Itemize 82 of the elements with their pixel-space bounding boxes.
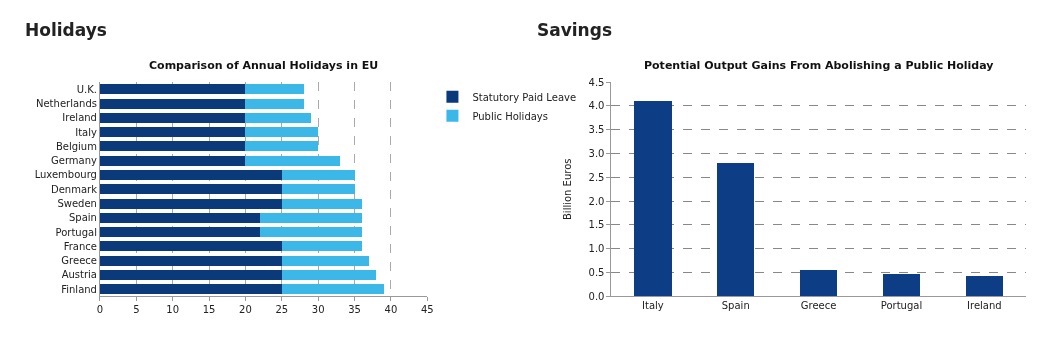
x-tick-label: Greece xyxy=(800,300,837,312)
y-tick-label: Netherlands xyxy=(35,98,97,110)
bar xyxy=(260,227,362,238)
x-tick-label: 45 xyxy=(420,304,434,316)
x-tick-label: Portugal xyxy=(880,300,923,312)
chart-title: Savings xyxy=(537,20,613,40)
bar xyxy=(245,155,341,166)
x-tick-label: Italy xyxy=(642,300,664,312)
y-tick-label: 1.5 xyxy=(588,219,605,231)
bar xyxy=(281,184,355,195)
x-tick-label: Ireland xyxy=(967,300,1002,312)
x-tick-label: 25 xyxy=(275,304,289,316)
y-tick-label: Denmark xyxy=(50,183,98,195)
chart-subtitle: Comparison of Annual Holidays in EU xyxy=(149,59,379,72)
x-tick-label: 15 xyxy=(202,304,216,316)
y-tick-label: Belgium xyxy=(55,140,97,152)
x-tick-label: 10 xyxy=(166,304,180,316)
x-tick-label: 30 xyxy=(311,304,325,316)
y-axis-title: Billion Euros xyxy=(561,158,573,220)
y-tick-label: France xyxy=(63,240,97,252)
y-tick-label: 3.5 xyxy=(588,124,605,136)
bar xyxy=(245,98,304,109)
bar xyxy=(281,241,362,252)
y-tick-label: Luxembourg xyxy=(34,169,97,181)
bar xyxy=(717,163,755,297)
y-tick-label: Germany xyxy=(50,155,98,167)
y-tick-label: Finland xyxy=(61,283,97,295)
bar xyxy=(882,274,921,297)
bar xyxy=(799,269,838,297)
bar xyxy=(99,98,246,109)
bar xyxy=(99,227,260,238)
bar xyxy=(99,255,282,266)
x-tick-label: 5 xyxy=(133,304,140,316)
y-tick-label: 3.0 xyxy=(588,148,605,160)
bar xyxy=(634,101,672,297)
bar xyxy=(281,198,362,209)
bar xyxy=(99,184,282,195)
bar xyxy=(99,112,246,123)
y-tick-label: 4.5 xyxy=(588,76,605,88)
y-tick-label: Spain xyxy=(69,212,97,224)
y-tick-label: Austria xyxy=(61,269,97,281)
bar xyxy=(245,84,304,95)
bar xyxy=(99,198,282,209)
bar xyxy=(99,284,282,295)
y-tick-label: Greece xyxy=(61,255,97,267)
x-tick-label: 20 xyxy=(239,304,252,316)
bar xyxy=(245,112,311,123)
y-tick-label: 2.0 xyxy=(588,195,605,207)
bar xyxy=(965,276,1003,297)
y-tick-label: Sweden xyxy=(57,198,97,210)
bar xyxy=(245,141,319,152)
bar xyxy=(281,284,384,295)
bar xyxy=(99,212,260,223)
bar xyxy=(281,169,355,180)
bar xyxy=(245,127,319,138)
y-tick-label: 0.0 xyxy=(588,290,605,302)
y-tick-label: 1.0 xyxy=(588,243,605,255)
x-tick-label: 40 xyxy=(384,304,398,316)
y-tick-label: Italy xyxy=(75,126,98,138)
chart-subtitle: Potential Output Gains From Abolishing a Public Holiday xyxy=(644,59,994,72)
y-tick-label: 2.5 xyxy=(588,171,605,183)
y-tick-label: 0.5 xyxy=(588,267,605,279)
y-tick-label: Portugal xyxy=(55,226,97,238)
legend-label: Public Holidays xyxy=(472,110,549,122)
x-tick-label: Spain xyxy=(721,300,750,312)
bar xyxy=(99,155,246,166)
bar xyxy=(99,141,246,152)
legend-label: Statutory Paid Leave xyxy=(472,91,577,103)
x-tick-label: 0 xyxy=(96,304,104,316)
y-tick-label: 4.0 xyxy=(588,100,605,112)
bar xyxy=(99,169,282,180)
bar xyxy=(99,269,282,280)
bar xyxy=(99,127,246,138)
chart-title: Holidays xyxy=(25,20,107,40)
x-tick-label: 35 xyxy=(348,304,361,316)
y-tick-label: Ireland xyxy=(62,112,97,124)
y-tick-label: U.K. xyxy=(76,83,97,95)
bar xyxy=(281,255,370,266)
bar xyxy=(260,212,362,223)
bar xyxy=(99,241,282,252)
bar xyxy=(99,84,246,95)
bar xyxy=(281,269,377,280)
